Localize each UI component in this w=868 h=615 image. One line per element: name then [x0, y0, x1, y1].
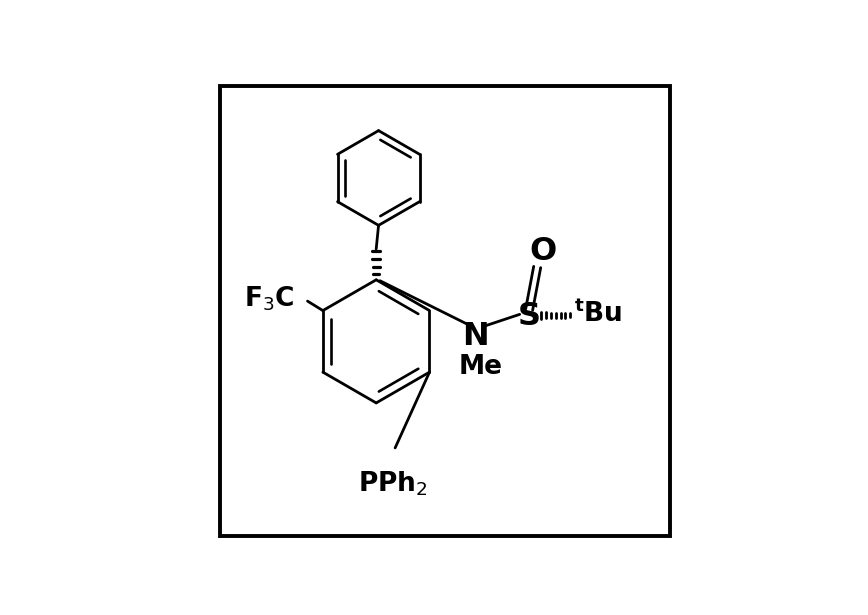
- Text: $\mathregular{^{t}}$Bu: $\mathregular{^{t}}$Bu: [574, 301, 622, 328]
- Text: S: S: [518, 301, 541, 331]
- Text: F$_3$C: F$_3$C: [244, 285, 294, 313]
- Text: PPh$_2$: PPh$_2$: [358, 469, 428, 498]
- Text: N: N: [463, 321, 489, 352]
- Text: Me: Me: [459, 354, 503, 381]
- Text: O: O: [529, 236, 557, 267]
